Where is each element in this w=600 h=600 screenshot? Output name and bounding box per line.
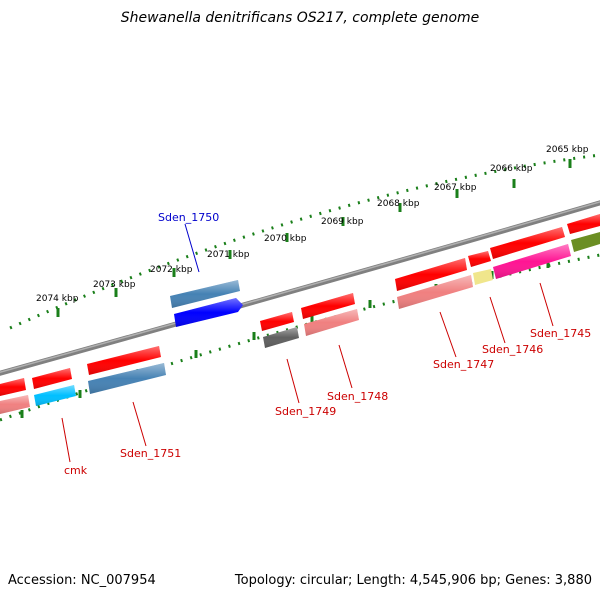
gene-cmk[interactable] [32,368,76,406]
gene-label-sden-1749: Sden_1749 [275,405,336,418]
scale-label: 2072 kbp [150,265,193,275]
gene-label-sden-1745: Sden_1745 [530,327,591,340]
accession-text: Accession: NC_007954 [8,573,156,588]
gene-sden-1746[interactable] [468,251,493,285]
scale-label: 2069 kbp [321,217,364,227]
scale-label: 2071 kbp [207,250,250,260]
genome-backbone [0,200,600,376]
gene-sden-1748[interactable] [301,293,359,336]
gene-label-sden-1746: Sden_1746 [482,343,543,356]
gene-label-sden-1750: Sden_1750 [158,211,219,224]
map-title: Shewanella denitrificans OS217, complete… [120,10,480,26]
scale-label: 2068 kbp [377,199,420,209]
scale-label: 2074 kbp [36,294,79,304]
inner-scale-track [0,253,600,422]
gene-sden-1745[interactable] [490,227,571,279]
gene-sden-1750[interactable] [170,280,243,327]
gene-label-sden-1748: Sden_1748 [327,390,388,403]
gene-label-cmk: cmk [64,464,88,477]
gene-next-right[interactable] [567,214,600,252]
label-leaders [61,223,554,463]
gene-label-sden-1747: Sden_1747 [433,358,494,371]
genome-summary-text: Topology: circular; Length: 4,545,906 bp… [234,573,592,588]
outer-major-ticks [56,159,572,317]
gene-sden-1749[interactable] [260,312,299,348]
gene-sden-1747[interactable] [395,258,473,309]
gene-next-left[interactable] [0,378,30,414]
scale-label: 2065 kbp [546,145,589,155]
scale-label: 2066 kbp [490,164,533,174]
gene-sden-1751[interactable] [87,346,166,394]
scale-label: 2067 kbp [434,183,477,193]
scale-labels: 2065 kbp 2066 kbp 2067 kbp 2068 kbp 2069… [36,145,589,304]
scale-label: 2073 kbp [93,280,136,290]
gene-label-sden-1751: Sden_1751 [120,447,181,460]
scale-label: 2070 kbp [264,234,307,244]
